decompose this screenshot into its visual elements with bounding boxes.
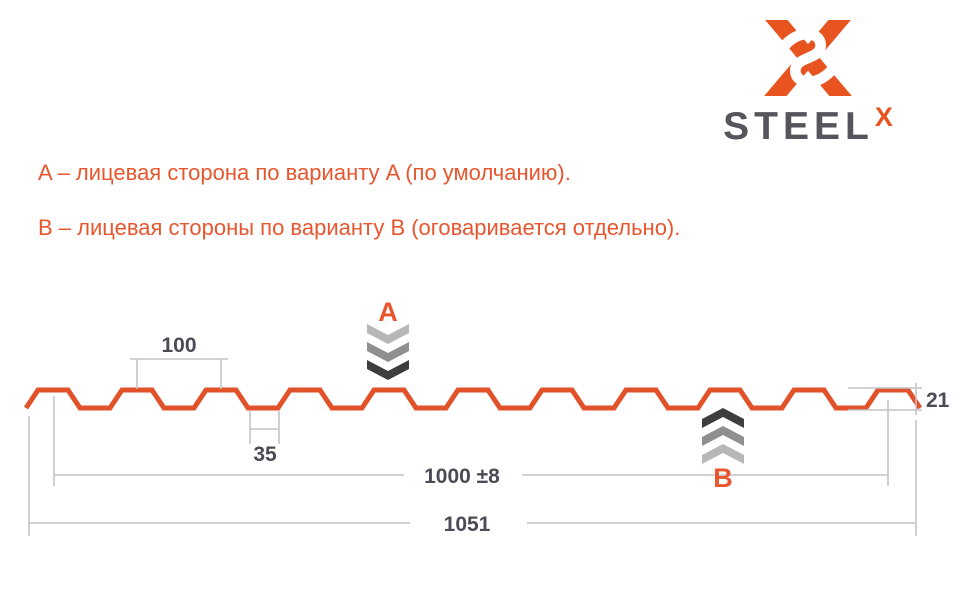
dimension-working-width-value: 1000 ±8 (424, 465, 500, 488)
marker-a-label: A (378, 297, 398, 327)
dimension-overall-width-value: 1051 (444, 513, 491, 536)
chevron-down-icon (367, 324, 409, 380)
dimension-overall-width: 1051 (28, 416, 917, 536)
logo: STEELX (693, 20, 923, 146)
note-variant-a: A – лицевая сторона по варианту A (по ум… (38, 160, 571, 185)
chevron-up-icon (702, 408, 744, 464)
dimension-valley: 35 (249, 411, 280, 466)
steelx-x-icon (764, 20, 852, 96)
dimension-pitch: 100 (130, 334, 228, 389)
profile-outline (23, 387, 923, 411)
dimension-height-value: 21 (926, 389, 950, 412)
logo-brand: STEELX (693, 104, 923, 148)
note-variant-b: B – лицевая стороны по варианту B (огова… (38, 215, 681, 240)
marker-front-side-a: A (367, 297, 409, 380)
dimension-valley-value: 35 (253, 443, 277, 466)
dimension-height: 21 (848, 383, 950, 415)
dimension-working-width: 1000 ±8 (53, 396, 889, 488)
marker-b-label: B (713, 463, 733, 493)
dimension-pitch-value: 100 (161, 334, 196, 357)
marker-back-side-b: B (702, 408, 744, 493)
logo-brand-text: STEEL (723, 105, 874, 148)
logo-brand-sup: X (874, 102, 893, 132)
